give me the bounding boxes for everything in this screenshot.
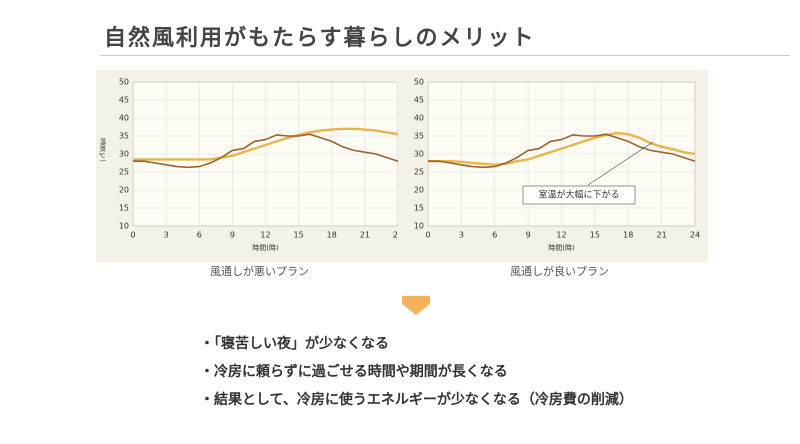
y-tick-label: 25 xyxy=(414,168,424,177)
chart: 10152025303540455003691215182124時間(時)温度(… xyxy=(96,70,406,262)
y-tick-label: 40 xyxy=(119,114,129,123)
bullet: 「寝苦しい夜」が少なくなる xyxy=(200,330,633,358)
caption: 風通しが悪いプラン xyxy=(210,265,309,278)
title: 自然風利用がもたらす暮らしのメリット xyxy=(104,26,536,51)
y-tick-label: 20 xyxy=(119,186,129,195)
y-tick-label: 25 xyxy=(119,168,129,177)
bullet: 冷房に頼らずに過ごせる時間や期間が長くなる xyxy=(200,358,633,386)
series-line xyxy=(428,131,696,167)
y-tick-label: 10 xyxy=(119,222,129,231)
x-tick-label: 18 xyxy=(327,231,337,240)
y-tick-label: 35 xyxy=(414,132,424,141)
x-axis-label: 時間(時) xyxy=(252,244,279,252)
y-axis-label: 温度(℃) xyxy=(98,137,106,161)
y-tick-label: 20 xyxy=(414,186,424,195)
y-tick-label: 30 xyxy=(119,150,129,159)
series-line xyxy=(133,127,399,161)
annotation-pointer xyxy=(587,141,654,186)
annotation-box xyxy=(522,185,636,205)
x-tick-label: 9 xyxy=(526,231,531,240)
annotation: 室温が大幅に下がる xyxy=(538,189,619,201)
series-line xyxy=(133,133,399,169)
x-tick-label: 21 xyxy=(360,231,370,240)
x-tick-label: 12 xyxy=(556,231,566,240)
y-tick-label: 45 xyxy=(119,96,129,105)
y-tick-label: 45 xyxy=(414,96,424,105)
bullet-list: 「寝苦しい夜」が少なくなる 冷房に頼らずに過ごせる時間や期間が長くなる 結果とし… xyxy=(200,330,633,414)
chart: 10 15 20 25 30 35 40 45 50 0 3 6 9 12 15 18 21 24 時間(時) 室温が… xyxy=(398,70,708,262)
x-tick-label: 21 xyxy=(657,231,667,240)
x-tick-label: 0 xyxy=(130,231,135,240)
x-tick-label: 3 xyxy=(459,231,464,240)
x-tick-label: 9 xyxy=(230,231,235,240)
y-tick-label: 50 xyxy=(414,78,424,87)
y-tick-label: 30 xyxy=(414,150,424,159)
caption: 風通しが良いプラン xyxy=(510,265,609,278)
arrow xyxy=(402,296,430,315)
x-tick-label: 6 xyxy=(197,231,202,240)
y-tick-label: 15 xyxy=(119,204,129,213)
y-tick-label: 40 xyxy=(414,114,424,123)
divider xyxy=(100,55,790,56)
x-axis-label: 時間(時) xyxy=(548,244,575,252)
x-tick-label: 3 xyxy=(164,231,169,240)
x-tick-label: 12 xyxy=(260,231,270,240)
x-tick-label: 18 xyxy=(623,231,633,240)
y-tick-label: 15 xyxy=(414,204,424,213)
y-tick-label: 35 xyxy=(119,132,129,141)
y-tick-label: 10 xyxy=(414,222,424,231)
x-tick-label: 6 xyxy=(492,231,497,240)
x-tick-label: 15 xyxy=(294,231,304,240)
x-tick-label: 15 xyxy=(590,231,600,240)
y-tick-label: 50 xyxy=(119,78,129,87)
x-tick-label: 0 xyxy=(425,231,430,240)
x-tick-label: 24 xyxy=(690,231,700,240)
series-line xyxy=(428,133,696,169)
bullet: 結果として、冷房に使うエネルギーが少なくなる（冷房費の削減） xyxy=(200,386,633,414)
